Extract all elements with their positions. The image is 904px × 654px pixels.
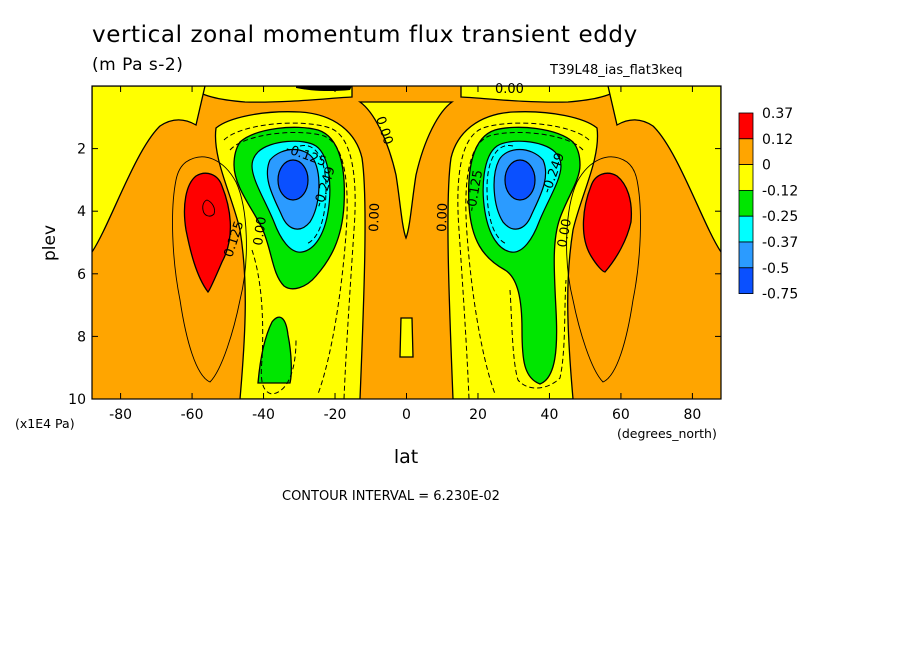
contour-label-left-zero-a: 0.00 [251,216,270,247]
x-tick-label: 20 [469,407,487,423]
colorbar-label: 0.37 [762,106,793,122]
contour-label-center-zero-c: 0.00 [435,203,451,232]
colorbar-swatch [738,164,754,191]
yellow-region-far-left [92,86,206,254]
x-tick-label: 80 [683,407,701,423]
blue-core-left [277,159,309,201]
yellow-region-center-small [399,317,414,358]
colorbar-label: -0.37 [762,235,798,251]
run-name: T39L48_ias_flat3keq [550,63,683,78]
y-axis-title: plev [40,225,60,261]
colorbar-swatch [738,241,754,269]
x-tick-label: -80 [109,407,132,423]
colorbar-label: -0.25 [762,209,798,225]
colorbar-swatch [738,215,754,243]
green-region-left-lower [257,316,292,384]
dashed-contour-right-3 [509,279,567,389]
dashed-contour-right-2 [465,131,584,395]
contour-line-left-small [202,199,215,217]
colorbar-label: -0.12 [762,183,798,199]
contour-label-top: 0.00 [495,82,524,97]
axes-layer: -80 -60 -40 -20 0 20 40 60 80 2 4 6 8 10 [68,86,721,423]
y-axis-units: (x1E4 Pa) [15,416,75,431]
red-region-left [183,172,232,293]
colorbar-label: 0 [762,158,771,174]
colorbar-swatch [738,138,754,166]
colorbar-swatch [738,267,754,294]
top-center-feature [296,86,352,92]
colorbar-swatch [738,189,754,217]
chart-title: vertical zonal momentum flux transient e… [92,22,638,48]
contour-line-right-outer [566,156,641,383]
colorbar-label: -0.75 [762,287,798,303]
chart-units: (m Pa s-2) [92,55,184,75]
x-axis-title: lat [394,446,418,468]
colorbar-swatch [738,112,754,140]
x-tick-label: 60 [612,407,630,423]
contour-label-center-zero-b: 0.00 [367,203,383,232]
x-axis-units: (degrees_north) [617,426,717,441]
contour-line-left-outer [172,156,247,383]
colorbar-label: 0.12 [762,132,793,148]
colorbar-label: -0.5 [762,261,789,277]
contour-interval: CONTOUR INTERVAL = 6.230E-02 [282,489,500,504]
yellow-region-center-top [357,101,455,240]
x-tick-label: -20 [324,407,347,423]
y-tick-label: 8 [77,329,86,345]
red-region-right [582,172,633,273]
colorbar: 0.37 0.12 0 -0.12 -0.25 -0.37 -0.5 -0.75 [738,106,798,303]
dashed-contour-center-left [299,144,327,245]
contour-label-right-neg125: -0.125 [464,169,486,213]
dashed-contour-left-3 [251,249,297,395]
x-tick-label: 40 [541,407,559,423]
dashed-contour-center-right [486,144,514,245]
x-tick-label: 0 [402,407,411,423]
y-tick-label: 2 [77,142,86,158]
dashed-contour-right-1 [457,122,590,399]
y-tick-label: 4 [77,204,86,220]
dashed-contour-left-2 [229,131,348,395]
contour-label-right-zero: 0.00 [555,218,575,249]
x-tick-label: -40 [252,407,275,423]
dashed-contour-left-1 [223,122,356,399]
blue-core-right [504,159,536,201]
contour-fill-layer [92,86,721,399]
y-tick-label: 6 [77,267,86,283]
yellow-region-far-right [607,86,721,254]
y-tick-label: 10 [68,392,86,408]
x-tick-label: -60 [181,407,204,423]
